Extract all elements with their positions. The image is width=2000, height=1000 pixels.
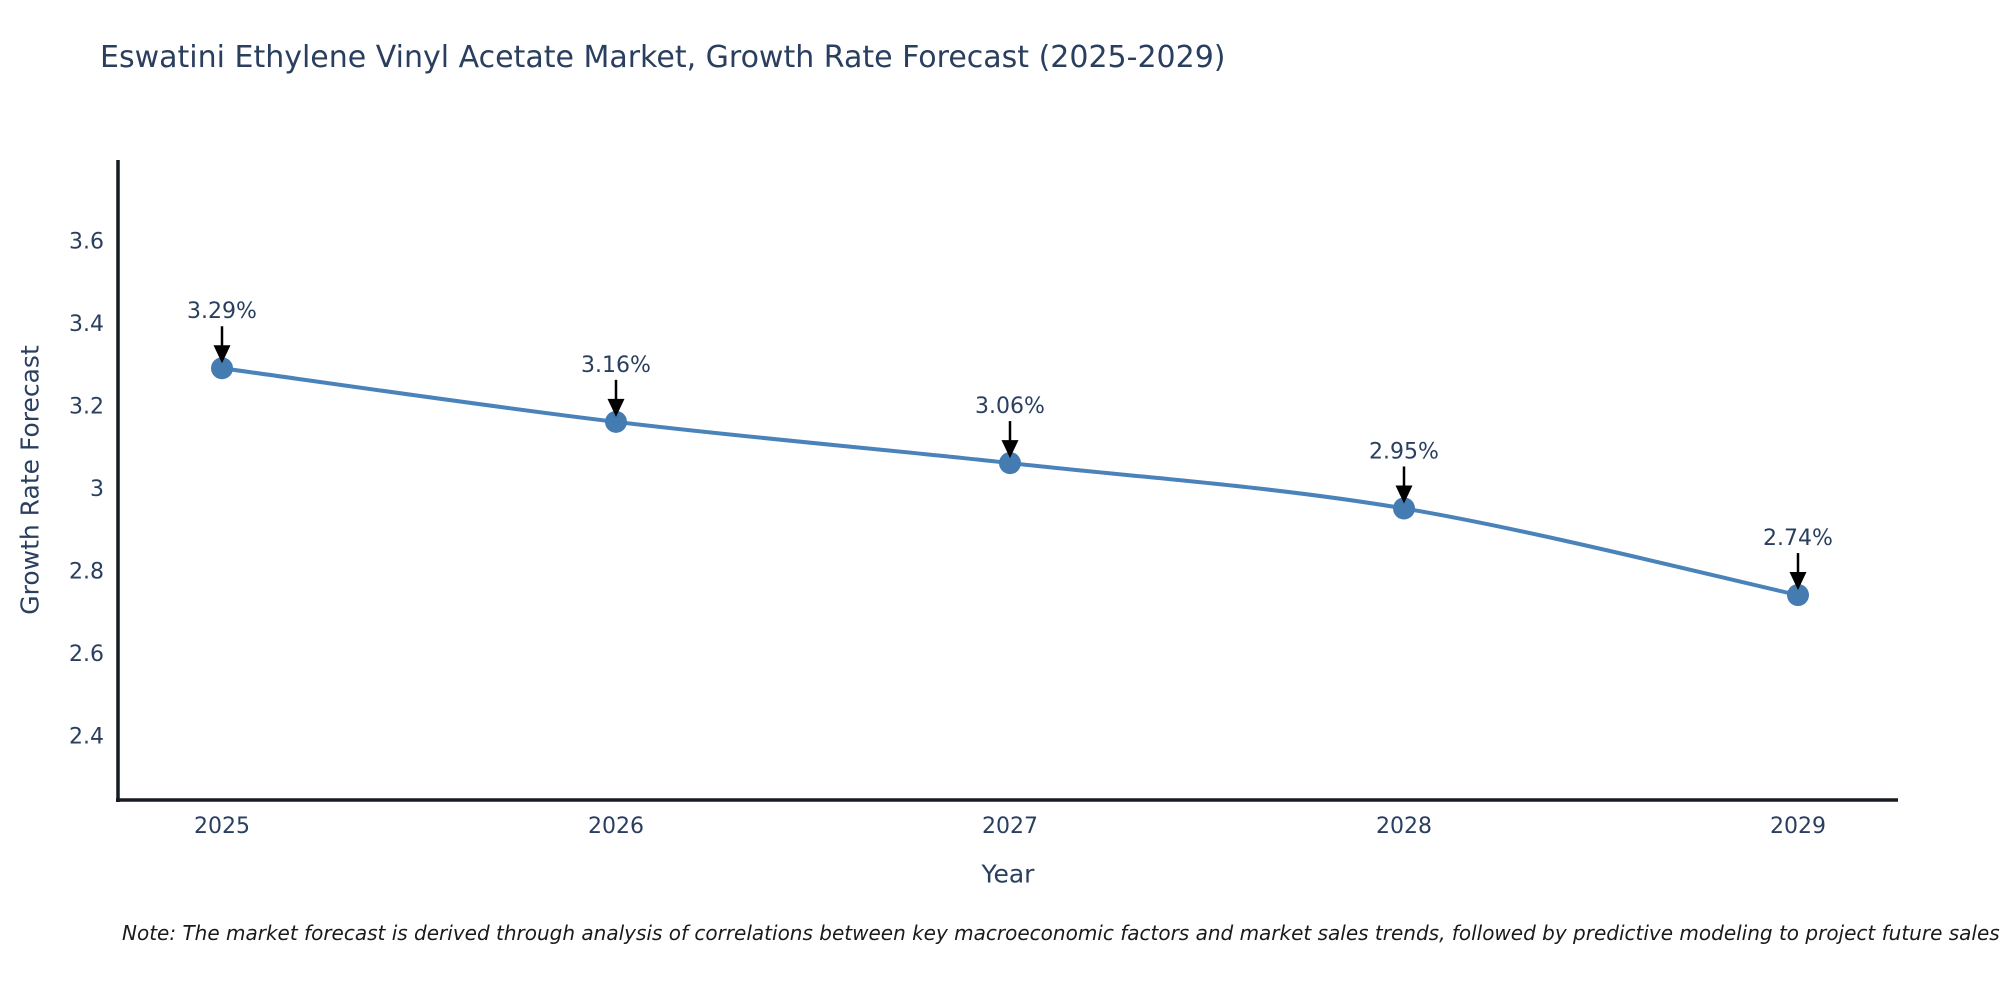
annotation-arrowhead-icon — [1395, 485, 1413, 504]
data-point-marker — [211, 357, 233, 380]
point-value-label: 3.06% — [975, 394, 1045, 419]
x-tick-label: 2025 — [194, 814, 250, 839]
annotation-arrowhead-icon — [607, 398, 625, 417]
x-tick-label: 2027 — [982, 814, 1038, 839]
data-point-marker — [1393, 497, 1415, 520]
point-value-label: 3.16% — [581, 353, 651, 378]
y-tick-label: 2.8 — [69, 559, 104, 584]
footnote: Note: The market forecast is derived thr… — [122, 921, 2000, 945]
data-point-marker — [605, 410, 627, 433]
y-tick-label: 3.2 — [69, 394, 104, 419]
x-tick-label: 2029 — [1770, 814, 1826, 839]
point-value-label: 3.29% — [187, 299, 257, 324]
chart-title: Eswatini Ethylene Vinyl Acetate Market, … — [100, 40, 1226, 75]
annotation-arrowhead-icon — [1789, 572, 1807, 591]
y-tick-label: 2.4 — [69, 724, 104, 749]
y-tick-label: 2.6 — [69, 642, 104, 667]
x-tick-label: 2028 — [1376, 814, 1432, 839]
point-value-label: 2.95% — [1369, 439, 1439, 464]
y-tick-label: 3.6 — [69, 229, 104, 254]
y-tick-label: 3 — [90, 477, 104, 502]
data-point-marker — [1787, 584, 1809, 607]
x-axis-title: Year — [981, 859, 1035, 889]
data-point-marker — [999, 452, 1021, 475]
point-value-label: 2.74% — [1763, 526, 1833, 551]
annotation-arrowhead-icon — [213, 345, 231, 364]
x-tick-label: 2026 — [588, 814, 644, 839]
y-tick-label: 3.4 — [69, 312, 104, 337]
annotation-arrowhead-icon — [1001, 440, 1019, 459]
